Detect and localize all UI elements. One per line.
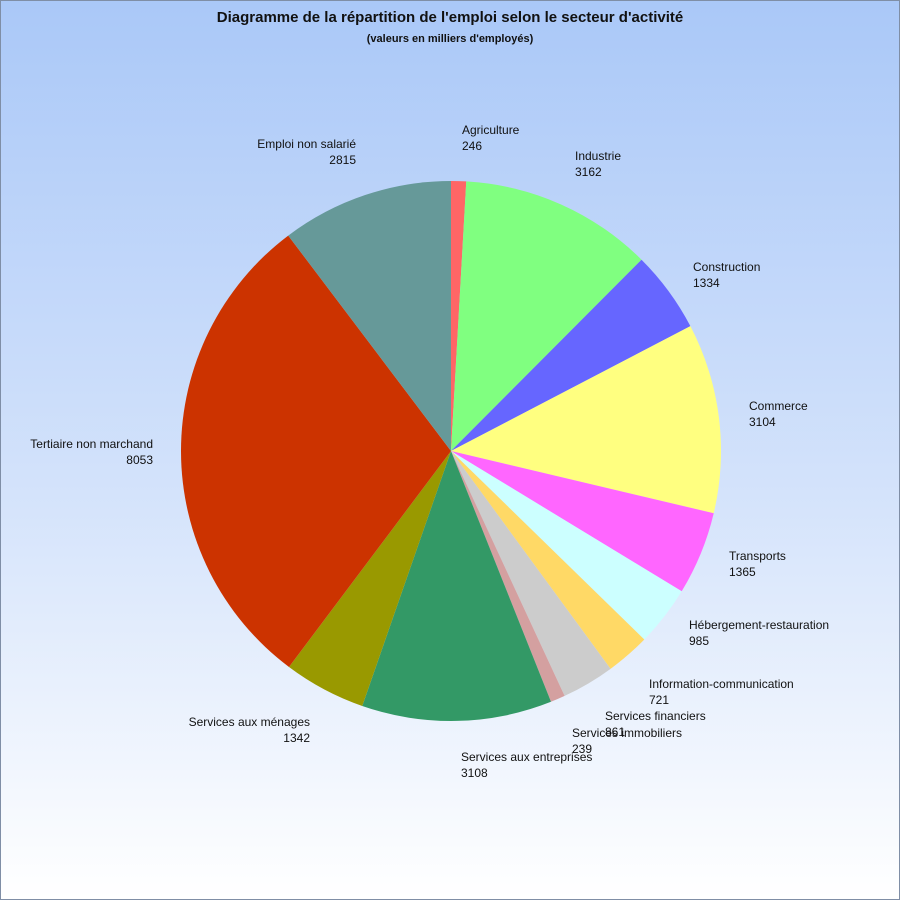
slice-value-hebergement-restauration: 985 xyxy=(689,634,709,648)
pie-slice-services-immobiliers xyxy=(451,451,565,702)
pie-slice-information-communication xyxy=(451,451,645,669)
pie-slice-commerce xyxy=(451,326,721,514)
pie-slice-services-financiers xyxy=(451,451,611,696)
pie-slice-construction xyxy=(451,259,691,451)
slice-label-services-financiers: Services financiers xyxy=(605,709,706,723)
slice-value-services-immobiliers: 239 xyxy=(572,742,592,756)
slice-value-tertiaire-non-marchand: 8053 xyxy=(126,453,153,467)
pie-slice-tertiaire-non-marchand xyxy=(180,235,451,668)
slice-label-emploi-non-salarie: Emploi non salarié xyxy=(257,137,356,151)
chart-subtitle: (valeurs en milliers d'employés) xyxy=(366,33,534,45)
slice-value-commerce: 3104 xyxy=(749,415,776,429)
slice-value-transports: 1365 xyxy=(729,565,756,579)
slice-label-transports: Transports xyxy=(729,549,786,563)
pie-slice-services-aux-menages xyxy=(289,451,451,706)
slice-label-tertiaire-non-marchand: Tertiaire non marchand xyxy=(30,437,153,451)
pie-slice-hebergement-restauration xyxy=(451,451,682,640)
slice-label-information-communication: Information-communication xyxy=(649,677,794,691)
slice-label-hebergement-restauration: Hébergement-restauration xyxy=(689,618,829,632)
slice-label-services-aux-menages: Services aux ménages xyxy=(189,715,310,729)
pie-slice-transports xyxy=(451,451,714,592)
pie-slice-industrie xyxy=(451,181,642,452)
slice-label-construction: Construction xyxy=(693,260,760,274)
pie-slice-agriculture xyxy=(451,181,467,451)
pie-labels: Agriculture 246 Industrie 3162 Construction 1… xyxy=(30,123,829,780)
pie-slices xyxy=(180,181,721,721)
slice-label-commerce: Commerce xyxy=(749,399,808,413)
slice-value-agriculture: 246 xyxy=(462,139,482,153)
slice-label-services-aux-entreprises: Services aux entreprises xyxy=(461,750,592,764)
slice-value-services-aux-menages: 1342 xyxy=(283,731,310,745)
slice-value-emploi-non-salarie: 2815 xyxy=(329,153,356,167)
pie-slice-emploi-non-salarie xyxy=(288,181,451,451)
slice-label-agriculture: Agriculture xyxy=(462,123,520,137)
slice-value-information-communication: 721 xyxy=(649,693,669,707)
pie-slice-services-aux-entreprises xyxy=(362,451,551,721)
slice-value-services-aux-entreprises: 3108 xyxy=(461,766,488,780)
slice-value-services-financiers: 861 xyxy=(605,725,625,739)
slice-label-industrie: Industrie xyxy=(575,149,621,163)
slice-value-industrie: 3162 xyxy=(575,165,602,179)
chart-title: Diagramme de la répartition de l'emploi … xyxy=(216,9,684,26)
slice-value-construction: 1334 xyxy=(693,276,720,290)
slice-label-services-immobiliers: Services immobiliers xyxy=(572,726,682,740)
